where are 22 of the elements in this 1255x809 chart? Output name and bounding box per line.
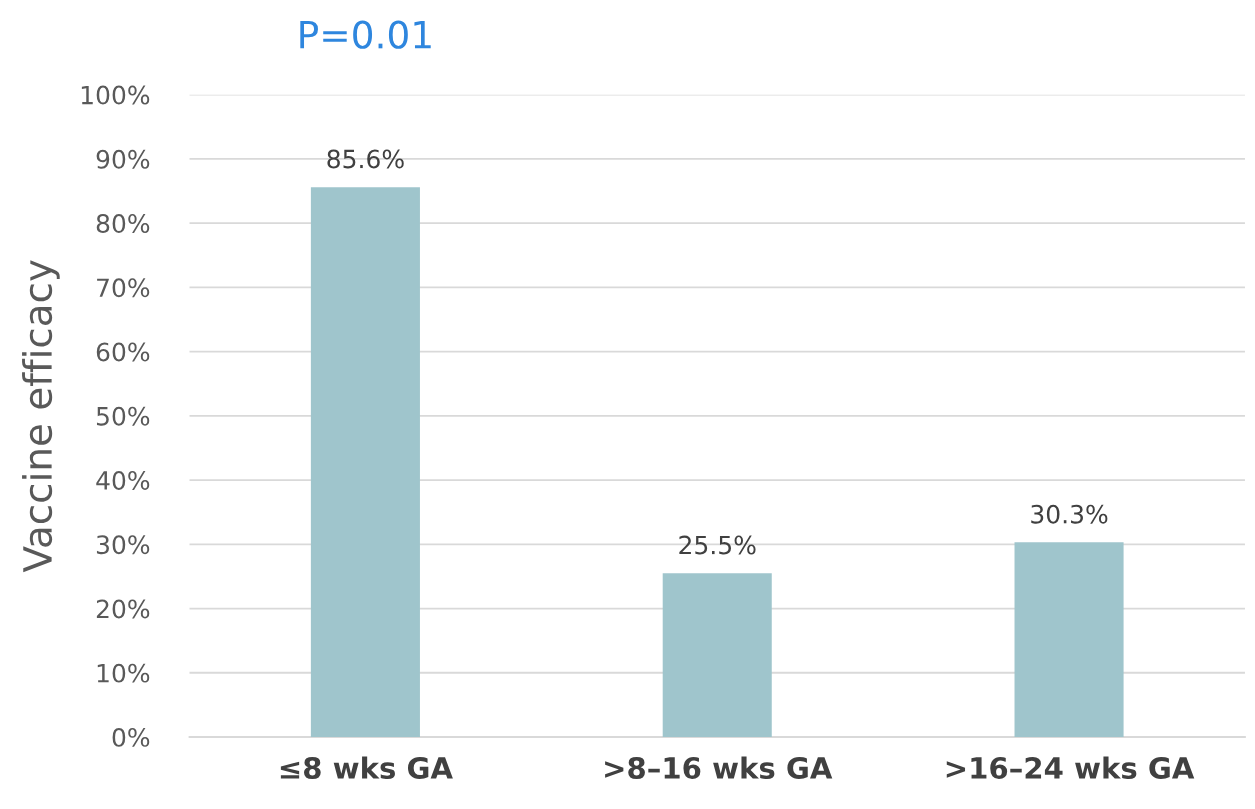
y-tick-label: 0% (112, 727, 150, 747)
y-tick-label: 10% (97, 663, 150, 683)
y-tick-label: 60% (96, 342, 150, 362)
bar (1014, 542, 1124, 737)
data-label: 30.3% (1031, 504, 1108, 524)
y-tick-label: 100% (81, 85, 150, 105)
x-tick-label: >16–24 wks GA (946, 756, 1195, 780)
y-tick-label: 40% (96, 471, 150, 490)
y-tick-label: 30% (96, 535, 150, 555)
y-tick-label: 90% (96, 149, 150, 169)
chart-title: P=0.01 (300, 20, 431, 49)
x-tick-label: ≤8 wks GA (280, 756, 453, 780)
data-label: 85.6% (327, 149, 404, 169)
y-tick-label: 80% (96, 214, 150, 233)
x-tick-label: >8–16 wks GA (605, 756, 833, 780)
bar (662, 573, 772, 737)
y-tick-label: 20% (96, 599, 150, 619)
y-tick-label: 50% (96, 406, 150, 426)
bar (310, 187, 420, 737)
y-axis-title: Vaccine efficacy (22, 260, 60, 573)
data-label: 25.5% (679, 535, 756, 555)
y-tick-label: 70% (97, 278, 150, 298)
